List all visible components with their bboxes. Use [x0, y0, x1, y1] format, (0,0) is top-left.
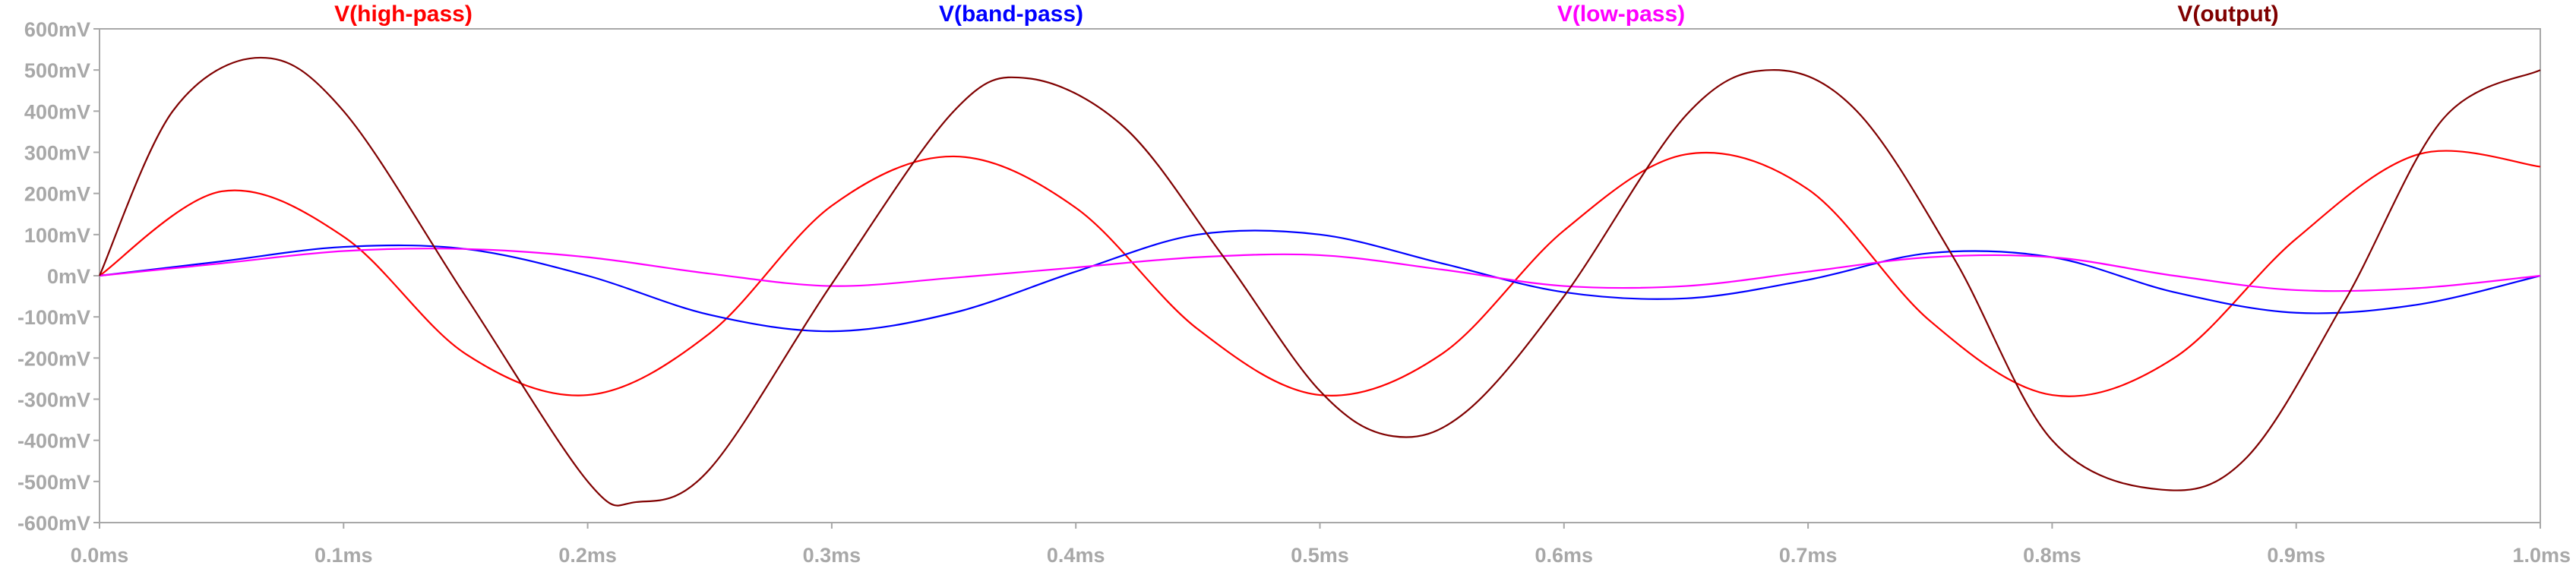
- x-tick-label: 0.4ms: [1047, 544, 1105, 567]
- plot-area: [99, 28, 2541, 523]
- x-tick-label: 1.0ms: [2512, 544, 2571, 567]
- y-tick-label: 0mV: [47, 265, 90, 288]
- x-tick-label: 0.5ms: [1291, 544, 1349, 567]
- x-tick-label: 0.1ms: [314, 544, 373, 567]
- series-line-v-output: [98, 56, 2541, 507]
- y-tick-label: -100mV: [17, 306, 90, 329]
- y-tick-label: 600mV: [24, 18, 90, 41]
- x-axis: 0.0ms 0.1ms 0.2ms 0.3ms 0.4ms 0.5ms 0.6ms 0.7ms…: [71, 523, 2571, 567]
- y-tick-label: -600mV: [17, 512, 90, 535]
- x-tick-label: 0.0ms: [71, 544, 129, 567]
- y-axis: 600mV 500mV 400mV 300mV 200mV 100mV 0mV -100mV -…: [17, 18, 100, 535]
- y-tick-label: -400mV: [17, 430, 90, 453]
- y-tick-label: 200mV: [24, 183, 90, 206]
- y-tick-label: 100mV: [24, 224, 90, 247]
- x-tick-label: 0.6ms: [1535, 544, 1594, 567]
- legend-label: V(band-pass): [939, 2, 1083, 27]
- series-line-v-low-pass: [99, 248, 2541, 292]
- y-tick-label: 300mV: [24, 142, 90, 165]
- legend-label: V(high-pass): [334, 2, 473, 27]
- x-tick-label: 0.7ms: [1779, 544, 1838, 567]
- x-tick-label: 0.3ms: [803, 544, 861, 567]
- y-tick-label: 400mV: [24, 100, 90, 123]
- y-tick-label: 500mV: [24, 59, 90, 82]
- legend-label: V(output): [2177, 2, 2278, 27]
- legend: V(high-pass) V(band-pass) V(low-pass) V(out…: [334, 2, 2278, 27]
- series-line-v-high-pass: [99, 150, 2541, 397]
- y-tick-label: -300mV: [17, 389, 90, 412]
- series-line-v-band-pass: [99, 229, 2541, 333]
- legend-label: V(low-pass): [1557, 2, 1685, 27]
- x-tick-label: 0.2ms: [558, 544, 617, 567]
- x-tick-label: 0.8ms: [2023, 544, 2081, 567]
- series-layer: [98, 56, 2541, 507]
- y-tick-label: -200mV: [17, 347, 90, 370]
- y-tick-label: -500mV: [17, 471, 90, 494]
- x-tick-label: 0.9ms: [2267, 544, 2325, 567]
